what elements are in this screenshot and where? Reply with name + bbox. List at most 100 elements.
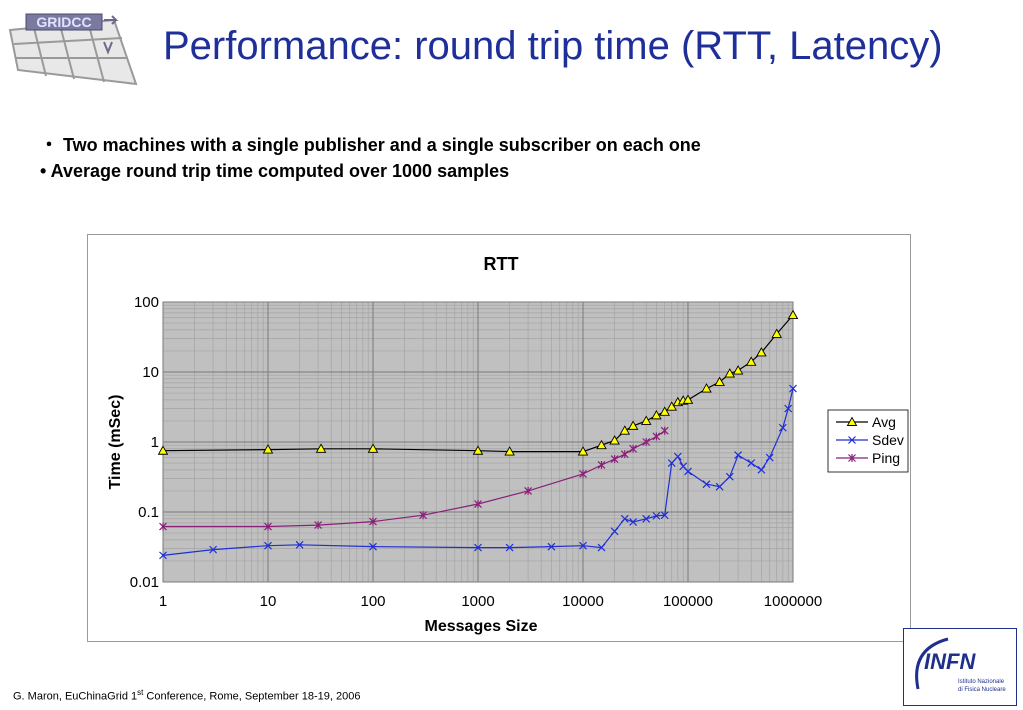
data-point-marker [765, 453, 774, 462]
data-point-marker [579, 541, 587, 550]
data-point-marker [579, 469, 587, 478]
data-point-marker [369, 517, 377, 526]
data-point-marker [159, 522, 167, 531]
data-point-marker [505, 543, 514, 552]
data-point-marker [642, 438, 651, 446]
data-point-marker [701, 383, 712, 393]
data-point-marker [627, 420, 639, 430]
bullet-list: ・ Two machines with a single publisher a… [40, 132, 701, 184]
data-point-marker [714, 376, 725, 386]
data-point-marker [673, 452, 682, 461]
data-point-marker [264, 541, 272, 550]
data-point-marker [629, 518, 638, 526]
data-point-marker [652, 511, 661, 520]
data-point-marker [702, 480, 711, 489]
x-tick-label: 100000 [663, 593, 713, 610]
y-tick-label: 1 [151, 434, 159, 451]
footer-citation: G. Maron, EuChinaGrid 1st Conference, Ro… [13, 688, 360, 703]
data-point-marker [642, 514, 651, 523]
data-point-marker [734, 451, 743, 460]
data-point-marker [846, 416, 858, 426]
data-point-marker [747, 459, 756, 467]
data-point-marker [660, 511, 669, 520]
y-tick-label: 100 [134, 294, 159, 311]
gridcc-logo-text: GRIDCC [36, 14, 91, 30]
infn-mark: INFN [924, 649, 976, 674]
data-point-marker [209, 545, 218, 554]
y-tick-label: 0.1 [138, 504, 159, 521]
legend-label: Avg [872, 414, 896, 430]
data-point-marker [610, 527, 619, 536]
data-point-marker [596, 439, 607, 450]
data-point-marker [756, 347, 767, 357]
data-point-marker [778, 423, 787, 432]
data-point-marker [629, 444, 638, 453]
y-tick-label: 10 [142, 364, 159, 381]
footer-prefix: G. Maron, EuChinaGrid 1 [13, 690, 138, 703]
chart-title: RTT [484, 254, 519, 274]
data-point-marker [660, 426, 669, 435]
infn-arc-icon [915, 637, 949, 690]
data-point-marker [789, 384, 797, 393]
footer-sup: st [137, 688, 144, 697]
data-point-marker [295, 540, 304, 549]
data-point-marker [732, 365, 744, 375]
data-point-marker [725, 472, 734, 481]
data-point-marker [724, 368, 736, 378]
data-point-marker [504, 446, 515, 456]
data-point-marker [659, 406, 670, 416]
rtt-chart-svg: RTT 1 10 100 1000 10000 100000 1000000 1001010… [107, 254, 909, 635]
data-point-marker [577, 446, 589, 456]
rtt-chart: RTT 1 10 100 1000 10000 100000 1000000 100 10 1 0… [87, 234, 911, 642]
gridcc-logo: GRIDCC [8, 13, 138, 86]
data-point-marker [667, 459, 676, 467]
data-point-marker [619, 425, 631, 435]
y-axis-label: Time (mSec) [107, 395, 124, 490]
x-tick-label: 1 [159, 593, 167, 610]
data-point-marker [620, 450, 629, 459]
data-point-marker [419, 511, 428, 520]
data-point-marker [848, 436, 856, 444]
data-point-marker [715, 482, 724, 491]
data-point-marker [157, 445, 169, 455]
data-point-marker [651, 409, 662, 420]
x-tick-label: 1000 [461, 593, 494, 610]
data-point-marker [597, 543, 606, 552]
data-point-marker [848, 454, 856, 462]
data-point-marker [369, 542, 377, 551]
y-tick-label: 0.01 [130, 574, 159, 591]
data-point-marker [682, 394, 694, 404]
legend: Avg Sdev Ping [827, 409, 909, 473]
infn-line2: di Fisica Nucleare [958, 687, 1006, 693]
data-point-marker [610, 455, 619, 464]
data-point-marker [159, 551, 167, 560]
data-point-marker [684, 467, 692, 476]
x-tick-label: 1000000 [764, 593, 822, 610]
x-tick-label: 10 [260, 593, 277, 610]
data-point-marker [264, 522, 272, 531]
data-point-marker [367, 443, 379, 453]
infn-line1: Istituto Nazionale [958, 679, 1005, 685]
legend-label: Ping [872, 450, 900, 466]
data-point-marker [784, 404, 793, 413]
data-point-marker [314, 521, 323, 530]
data-point-marker [524, 486, 533, 495]
data-point-marker [262, 444, 274, 454]
legend-box [827, 409, 909, 473]
legend-label: Sdev [872, 432, 904, 448]
data-point-marker [787, 309, 799, 320]
data-point-marker [609, 435, 620, 445]
data-point-marker [474, 500, 482, 509]
data-point-marker [757, 465, 766, 474]
data-point-marker [640, 415, 652, 425]
data-point-marker [597, 460, 606, 469]
x-tick-label: 100 [360, 593, 385, 610]
bullet-item: • Average round trip time computed over … [40, 161, 510, 181]
x-axis-label: Messages Size [425, 618, 538, 635]
footer-suffix: Conference, Rome, September 18-19, 2006 [143, 690, 361, 703]
x-tick-label: 10000 [562, 593, 604, 610]
slide-title: Performance: round trip time (RTT, Laten… [163, 24, 943, 68]
infn-logo: INFN Istituto Nazionale di Fisica Nuclea… [903, 628, 1017, 706]
data-point-marker [474, 543, 482, 552]
data-point-marker [771, 328, 783, 338]
